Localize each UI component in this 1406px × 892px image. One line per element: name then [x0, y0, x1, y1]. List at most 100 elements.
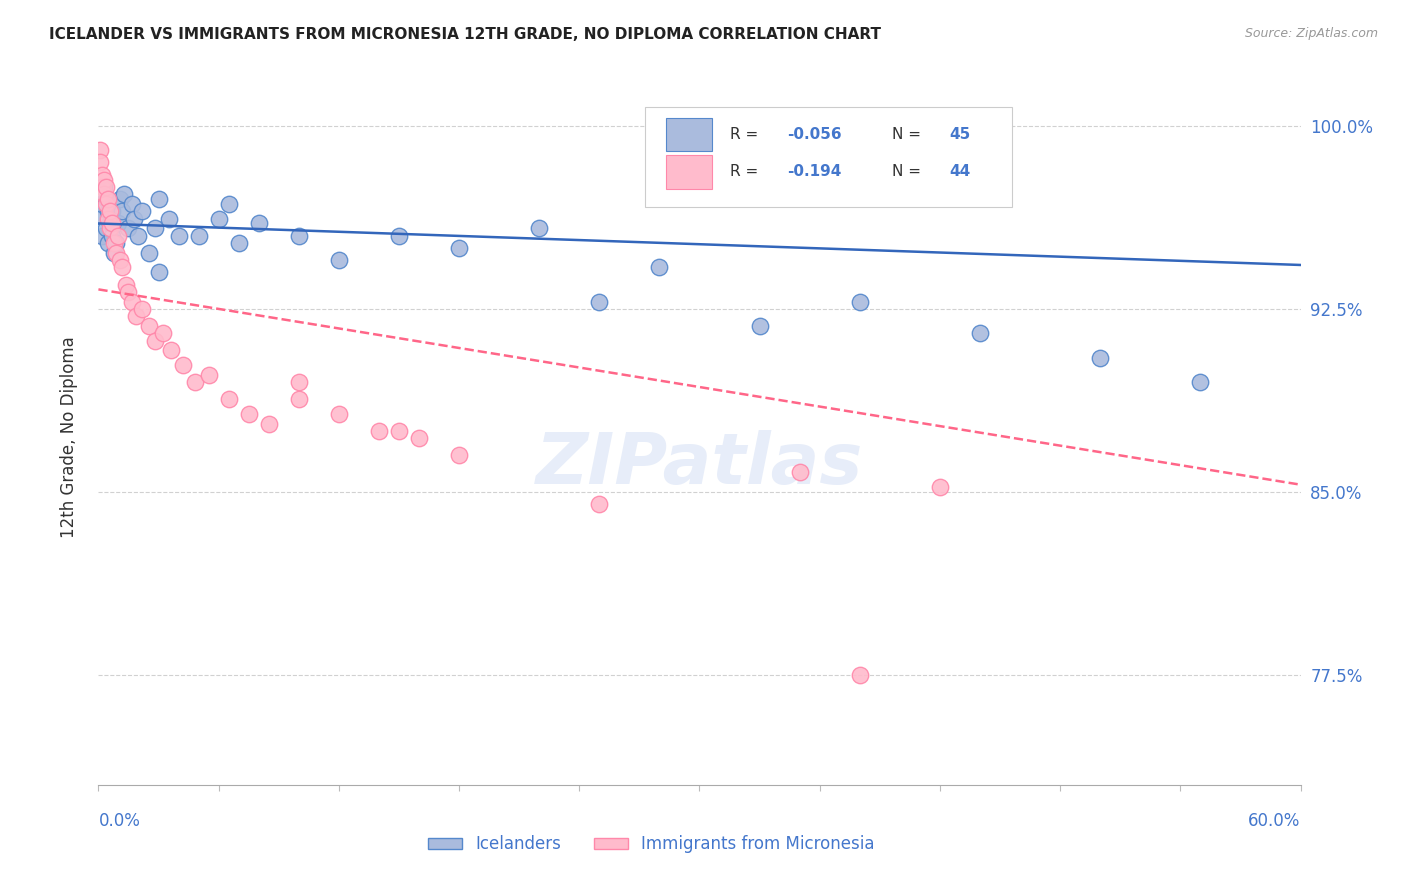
Point — [172, 358, 194, 372]
Text: ICELANDER VS IMMIGRANTS FROM MICRONESIA 12TH GRADE, NO DIPLOMA CORRELATION CHART: ICELANDER VS IMMIGRANTS FROM MICRONESIA … — [49, 27, 882, 42]
Point — [228, 235, 250, 250]
Point — [100, 221, 122, 235]
Point — [100, 217, 122, 231]
Text: N =: N = — [891, 164, 925, 179]
Point — [115, 277, 138, 292]
Point — [529, 221, 551, 235]
Point — [183, 375, 205, 389]
Point — [107, 228, 129, 243]
Point — [111, 204, 134, 219]
Point — [148, 192, 170, 206]
Point — [103, 235, 125, 250]
Point — [117, 285, 139, 299]
Point — [93, 179, 115, 194]
Point — [96, 192, 118, 206]
Point — [197, 368, 219, 382]
Point — [288, 392, 311, 407]
Point — [91, 168, 114, 182]
Point — [152, 326, 174, 341]
Point — [208, 211, 231, 226]
Point — [101, 228, 124, 243]
Point — [128, 228, 150, 243]
Point — [148, 265, 170, 279]
Point — [91, 228, 114, 243]
Point — [288, 375, 311, 389]
Point — [121, 197, 143, 211]
Point — [131, 204, 153, 219]
Point — [97, 204, 120, 219]
Text: R =: R = — [730, 164, 762, 179]
Point — [96, 197, 118, 211]
Point — [117, 221, 139, 235]
Point — [588, 497, 610, 511]
Point — [288, 228, 311, 243]
Point — [121, 294, 143, 309]
Point — [89, 209, 111, 223]
Point — [110, 253, 132, 268]
Point — [218, 197, 240, 211]
Point — [101, 204, 124, 219]
Text: 0.0%: 0.0% — [98, 812, 141, 830]
Point — [1088, 351, 1111, 365]
Point — [368, 424, 391, 438]
Point — [969, 326, 991, 341]
Text: ZIPatlas: ZIPatlas — [536, 431, 863, 500]
Point — [125, 310, 148, 324]
Text: Source: ZipAtlas.com: Source: ZipAtlas.com — [1244, 27, 1378, 40]
Point — [238, 407, 260, 421]
Point — [588, 294, 610, 309]
Point — [100, 204, 122, 219]
Point — [89, 155, 111, 169]
Point — [447, 241, 470, 255]
Point — [187, 228, 209, 243]
Y-axis label: 12th Grade, No Diploma: 12th Grade, No Diploma — [59, 336, 77, 538]
Point — [131, 301, 153, 316]
Text: -0.056: -0.056 — [787, 127, 842, 142]
Legend: Icelanders, Immigrants from Micronesia: Icelanders, Immigrants from Micronesia — [422, 829, 882, 860]
Point — [247, 217, 270, 231]
Point — [447, 449, 470, 463]
Bar — [666, 118, 711, 151]
Point — [93, 172, 115, 186]
Point — [91, 197, 114, 211]
Point — [93, 187, 115, 202]
Point — [105, 235, 128, 250]
Point — [101, 217, 124, 231]
Point — [849, 668, 872, 682]
Point — [97, 235, 120, 250]
Point — [257, 417, 280, 431]
Text: 45: 45 — [949, 127, 970, 142]
Point — [388, 424, 411, 438]
Point — [167, 228, 190, 243]
Point — [124, 211, 146, 226]
Point — [157, 211, 180, 226]
Point — [91, 179, 114, 194]
Text: 44: 44 — [949, 164, 970, 179]
Text: R =: R = — [730, 127, 762, 142]
Point — [138, 245, 160, 260]
Text: N =: N = — [891, 127, 925, 142]
Point — [114, 187, 136, 202]
Point — [648, 260, 671, 275]
Point — [105, 245, 128, 260]
Bar — [666, 155, 711, 189]
FancyBboxPatch shape — [645, 106, 1012, 208]
Point — [789, 466, 811, 480]
Point — [96, 179, 118, 194]
Text: 60.0%: 60.0% — [1249, 812, 1301, 830]
Point — [328, 407, 350, 421]
Point — [1189, 375, 1212, 389]
Point — [849, 294, 872, 309]
Point — [138, 318, 160, 333]
Point — [408, 431, 430, 445]
Point — [328, 253, 350, 268]
Point — [159, 343, 181, 358]
Point — [143, 221, 166, 235]
Point — [97, 192, 120, 206]
Point — [96, 221, 118, 235]
Point — [107, 217, 129, 231]
Text: -0.194: -0.194 — [787, 164, 842, 179]
Point — [748, 318, 770, 333]
Point — [97, 211, 120, 226]
Point — [143, 334, 166, 348]
